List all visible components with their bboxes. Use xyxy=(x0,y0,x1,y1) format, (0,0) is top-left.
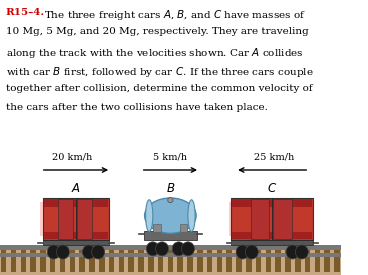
Text: 10 Mg, 5 Mg, and 20 Mg, respectively. They are traveling: 10 Mg, 5 Mg, and 20 Mg, respectively. Th… xyxy=(6,27,308,36)
Bar xyxy=(229,202,234,236)
Bar xyxy=(43,240,109,245)
Bar xyxy=(233,232,312,239)
Bar xyxy=(231,198,313,240)
Bar xyxy=(43,232,108,239)
Text: along the track with the velocities shown. Car $A$ collides: along the track with the velocities show… xyxy=(6,46,303,60)
Bar xyxy=(128,250,134,272)
Text: the cars after the two collisions have taken place.: the cars after the two collisions have t… xyxy=(6,103,268,112)
Circle shape xyxy=(146,242,159,256)
Bar xyxy=(21,250,26,272)
Bar xyxy=(79,250,85,272)
Bar xyxy=(285,250,291,272)
Ellipse shape xyxy=(168,197,173,203)
Bar xyxy=(11,250,16,272)
Bar xyxy=(30,250,36,272)
Circle shape xyxy=(92,245,105,259)
Bar xyxy=(43,199,108,207)
Bar xyxy=(89,250,95,272)
Bar xyxy=(118,250,124,272)
Bar xyxy=(180,224,187,232)
Bar xyxy=(315,250,320,272)
Bar xyxy=(266,250,271,272)
Text: 25 km/h: 25 km/h xyxy=(254,152,294,161)
Bar xyxy=(236,250,242,272)
Bar xyxy=(256,250,261,272)
Bar xyxy=(50,250,56,272)
Text: $A$: $A$ xyxy=(71,182,81,195)
Bar xyxy=(158,250,163,272)
Bar xyxy=(275,250,281,272)
Text: The three freight cars $A$, $B$, and $C$ have masses of: The three freight cars $A$, $B$, and $C$… xyxy=(43,8,305,22)
Text: with car $B$ first, followed by car $C$. If the three cars couple: with car $B$ first, followed by car $C$.… xyxy=(6,65,314,79)
Bar xyxy=(40,202,45,236)
Bar xyxy=(0,245,341,250)
Text: $C$: $C$ xyxy=(267,182,277,195)
Text: $B$: $B$ xyxy=(166,182,175,195)
Circle shape xyxy=(245,245,258,259)
Bar xyxy=(305,250,310,272)
Circle shape xyxy=(47,245,60,259)
Bar xyxy=(246,250,252,272)
Text: R15–4.: R15–4. xyxy=(6,8,45,17)
Circle shape xyxy=(56,245,70,259)
Bar xyxy=(177,250,183,272)
Bar xyxy=(197,250,202,272)
Circle shape xyxy=(82,245,95,259)
Bar xyxy=(207,250,212,272)
Bar xyxy=(273,199,292,239)
Circle shape xyxy=(156,242,169,256)
Text: together after collision, determine the common velocity of: together after collision, determine the … xyxy=(6,84,312,93)
Circle shape xyxy=(286,245,299,259)
Bar xyxy=(325,250,330,272)
Bar xyxy=(43,198,109,240)
Bar xyxy=(138,250,144,272)
Bar xyxy=(217,250,222,272)
Bar xyxy=(59,199,73,239)
Text: 20 km/h: 20 km/h xyxy=(52,152,92,161)
Circle shape xyxy=(181,242,194,256)
Bar xyxy=(334,250,340,272)
Text: 5 km/h: 5 km/h xyxy=(153,152,187,161)
Bar xyxy=(231,240,313,245)
Bar xyxy=(77,199,92,239)
Bar xyxy=(167,250,173,272)
Bar xyxy=(144,231,197,240)
Circle shape xyxy=(296,245,308,259)
Bar xyxy=(0,253,341,257)
Bar xyxy=(1,250,7,272)
Bar xyxy=(153,224,161,232)
Bar xyxy=(40,250,46,272)
Bar xyxy=(251,199,269,239)
Bar xyxy=(295,250,301,272)
Bar xyxy=(70,250,75,272)
Circle shape xyxy=(236,245,249,259)
Bar xyxy=(187,250,193,272)
Bar xyxy=(148,250,153,272)
Bar xyxy=(226,250,232,272)
Circle shape xyxy=(172,242,185,256)
Ellipse shape xyxy=(145,198,196,233)
Ellipse shape xyxy=(146,200,153,232)
Bar xyxy=(0,249,341,275)
Ellipse shape xyxy=(188,200,195,232)
Bar xyxy=(60,250,65,272)
Bar xyxy=(99,250,105,272)
Bar xyxy=(233,199,312,207)
Bar xyxy=(109,250,114,272)
